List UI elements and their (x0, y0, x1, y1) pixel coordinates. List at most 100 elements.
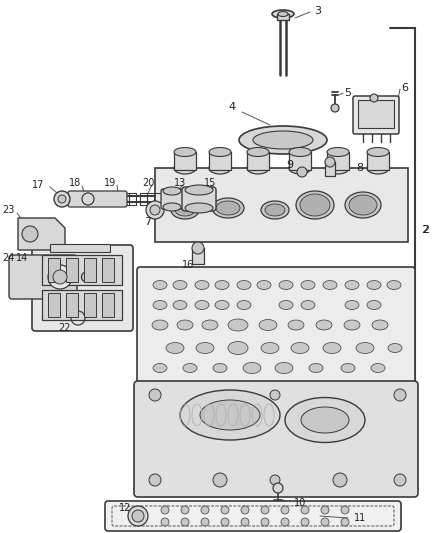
Ellipse shape (180, 390, 279, 440)
Ellipse shape (208, 162, 230, 174)
Ellipse shape (300, 407, 348, 433)
Circle shape (201, 518, 208, 526)
Circle shape (161, 518, 169, 526)
Ellipse shape (386, 280, 400, 289)
Ellipse shape (183, 364, 197, 373)
Circle shape (330, 104, 338, 112)
Circle shape (320, 518, 328, 526)
Ellipse shape (279, 280, 292, 289)
Bar (42, 290, 122, 320)
Text: 17: 17 (32, 180, 44, 190)
Circle shape (324, 157, 334, 167)
Ellipse shape (173, 280, 187, 289)
Ellipse shape (195, 343, 213, 353)
FancyBboxPatch shape (182, 187, 215, 211)
Ellipse shape (177, 320, 193, 330)
Circle shape (297, 167, 306, 177)
Ellipse shape (153, 364, 166, 373)
Text: 5: 5 (344, 88, 351, 98)
Text: 7: 7 (144, 217, 151, 227)
Circle shape (269, 390, 279, 400)
Text: 24: 24 (2, 253, 14, 263)
Ellipse shape (308, 364, 322, 373)
Ellipse shape (237, 301, 251, 310)
Ellipse shape (173, 162, 195, 174)
Ellipse shape (227, 319, 247, 331)
Text: 11: 11 (353, 513, 365, 523)
Text: 23: 23 (2, 205, 14, 215)
Circle shape (280, 506, 288, 514)
Text: 4: 4 (228, 102, 235, 112)
Ellipse shape (366, 280, 380, 289)
Circle shape (53, 270, 67, 284)
Circle shape (340, 518, 348, 526)
Ellipse shape (326, 162, 348, 174)
Ellipse shape (215, 280, 229, 289)
Ellipse shape (194, 301, 208, 310)
Bar (66, 258, 78, 282)
Ellipse shape (366, 148, 388, 157)
Ellipse shape (243, 362, 261, 374)
Circle shape (48, 265, 72, 289)
Circle shape (180, 506, 189, 514)
Ellipse shape (175, 204, 194, 216)
Text: 13: 13 (173, 178, 186, 188)
Bar (102, 293, 114, 317)
Circle shape (128, 506, 148, 526)
Ellipse shape (284, 398, 364, 442)
Bar (324, 162, 334, 176)
Ellipse shape (166, 343, 184, 353)
Text: 2: 2 (421, 225, 429, 235)
Bar (288, 152, 310, 170)
Circle shape (300, 506, 308, 514)
Polygon shape (155, 168, 407, 242)
Circle shape (280, 518, 288, 526)
Circle shape (146, 201, 164, 219)
Bar (208, 152, 230, 170)
Ellipse shape (201, 320, 218, 330)
Ellipse shape (288, 162, 310, 174)
Ellipse shape (348, 195, 376, 215)
Ellipse shape (162, 203, 180, 211)
Text: 8: 8 (356, 163, 363, 173)
Ellipse shape (258, 319, 276, 330)
Ellipse shape (247, 162, 268, 174)
Ellipse shape (279, 301, 292, 310)
Text: 14: 14 (16, 253, 28, 263)
Ellipse shape (227, 342, 247, 354)
Ellipse shape (81, 272, 88, 281)
Text: 19: 19 (104, 178, 116, 188)
Ellipse shape (212, 364, 226, 373)
Circle shape (220, 518, 229, 526)
Circle shape (332, 473, 346, 487)
Ellipse shape (238, 126, 326, 154)
Ellipse shape (272, 10, 293, 18)
Circle shape (393, 474, 405, 486)
Ellipse shape (252, 131, 312, 149)
Bar (173, 152, 195, 170)
Bar (84, 293, 96, 317)
Ellipse shape (261, 343, 279, 353)
Ellipse shape (344, 192, 380, 218)
Ellipse shape (366, 301, 380, 310)
Ellipse shape (371, 320, 387, 330)
Ellipse shape (274, 362, 292, 374)
Ellipse shape (370, 364, 384, 373)
Text: 20: 20 (141, 178, 154, 188)
Circle shape (148, 474, 161, 486)
Circle shape (212, 473, 226, 487)
Ellipse shape (184, 203, 212, 213)
Text: 9: 9 (286, 160, 293, 170)
Ellipse shape (173, 148, 195, 157)
Bar (276, 14, 288, 20)
FancyBboxPatch shape (68, 191, 127, 207)
Ellipse shape (300, 280, 314, 289)
Ellipse shape (173, 301, 187, 310)
Bar (84, 258, 96, 282)
Bar (50, 244, 110, 252)
Ellipse shape (237, 280, 251, 289)
Ellipse shape (287, 320, 303, 330)
Circle shape (180, 518, 189, 526)
Text: 6: 6 (401, 83, 408, 93)
Bar (366, 152, 388, 170)
